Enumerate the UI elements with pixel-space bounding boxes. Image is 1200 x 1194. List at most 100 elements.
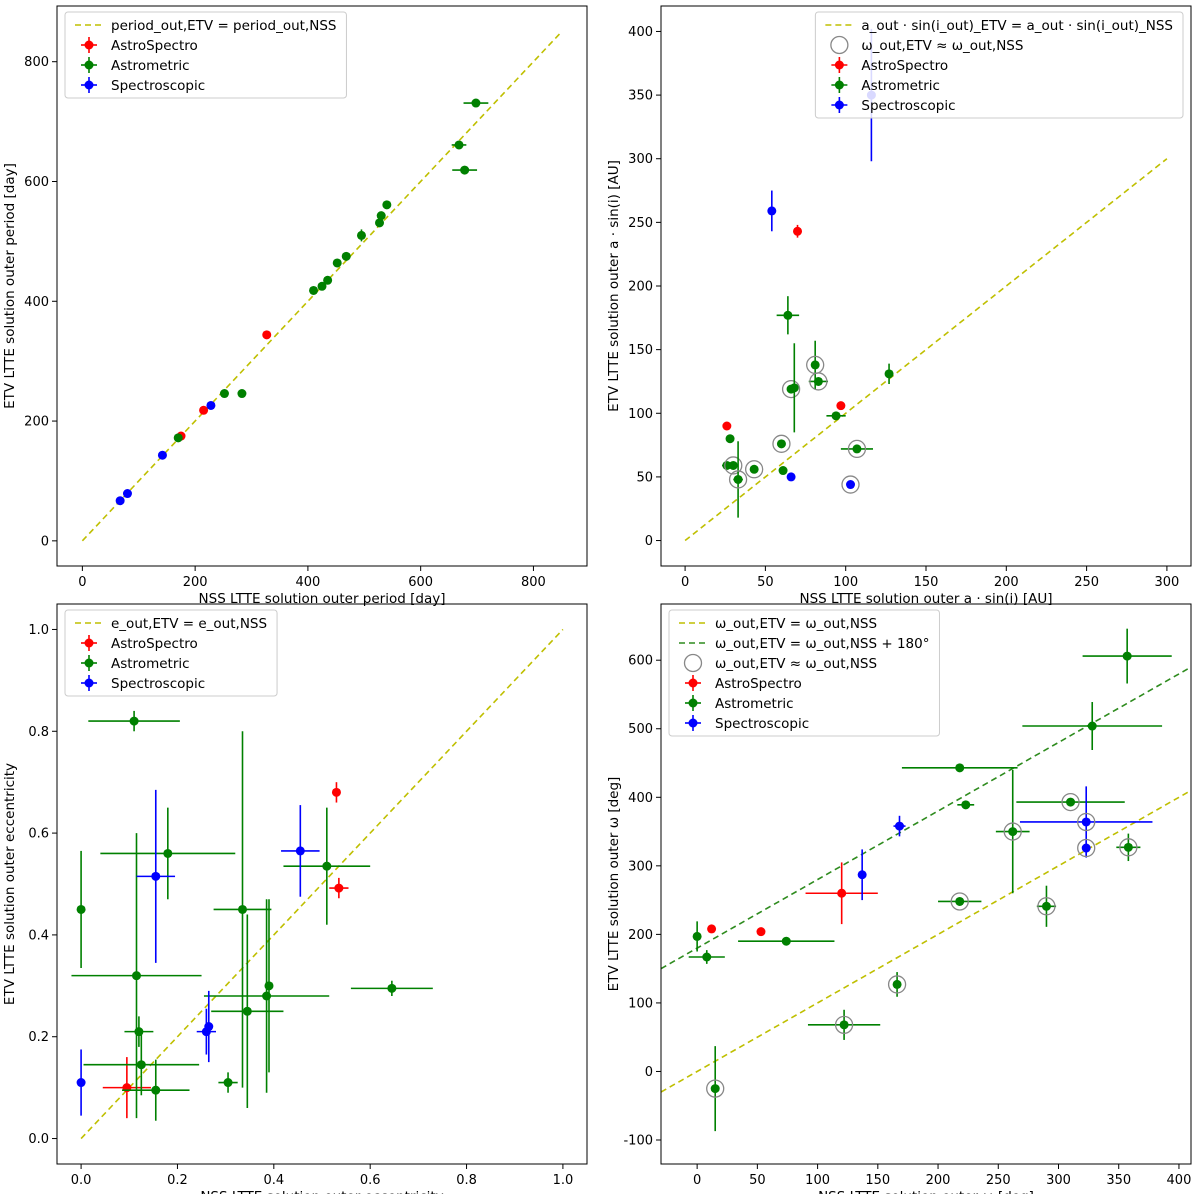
data-point [323,275,333,285]
data-point [454,140,464,150]
legend: ω_out,ETV = ω_out,NSS ω_out,ETV = ω_out,N… [668,609,940,737]
data-point [134,1027,144,1037]
axes-frame [660,5,1192,567]
data-point [955,896,965,906]
data-point [295,846,305,856]
legend-label: Astrometric [111,58,190,74]
data-point [157,450,167,460]
data-point [387,983,397,993]
legend-frame [814,11,1184,119]
y-tick-label: 250 [628,216,653,231]
data-point [767,206,777,216]
data-point [1087,721,1097,731]
data-point [151,1085,161,1095]
data-point [813,376,823,386]
legend-point-swatch [834,60,844,70]
x-axis-label: NSS LTTE solution outer ω [deg] [818,1189,1034,1194]
legend-frame [668,609,940,737]
legend-label: AstroSpectro [715,676,802,692]
data-point [1041,901,1051,911]
match-circle [745,460,764,479]
x-tick-label: 350 [1106,1173,1131,1188]
x-tick-label: 100 [833,575,858,590]
y-tick-label: 200 [24,415,49,430]
y-tick-label: 400 [628,791,653,806]
match-circle [1119,838,1138,857]
x-axis-label: NSS LTTE solution outer eccentricity [200,1189,443,1194]
data-point [309,285,319,295]
legend-label: Spectroscopic [861,98,955,114]
x-tick-label: 300 [1154,575,1179,590]
legend-label: ω_out,ETV = ω_out,NSS [715,616,877,632]
data-point [961,800,971,810]
data-point [831,411,841,421]
data-point [132,971,141,981]
data-point [892,979,902,989]
x-tick-label: 0.0 [71,1173,92,1188]
panel-asini: 0 50 100 150 200 250 300 0 50 100 150 200 250 300 350 4… [606,5,1192,607]
plot-area [71,628,564,1140]
legend-point-swatch [834,80,844,90]
y-tick-label: 0 [645,534,653,549]
data-point [728,460,738,470]
data-point [237,389,247,399]
panel-omega: 0 50 100 150 200 250 300 350 400 -100 0 100 200 300 40… [606,603,1192,1194]
data-point [356,230,366,240]
axes-frame [660,603,1192,1165]
y-tick-label: 300 [628,859,653,874]
x-tick-label: 0.8 [456,1173,477,1188]
data-point [783,310,793,320]
match-circle [1077,812,1096,832]
match-circle [834,1015,854,1035]
y-tick-label: 400 [628,25,653,40]
data-point [223,1078,233,1088]
y-tick-label: 200 [628,280,653,295]
legend-point-swatch [84,658,94,668]
data-point [151,871,161,881]
data-point [955,763,965,773]
legend-label: AstroSpectro [111,38,198,54]
data-point [789,383,799,393]
data-point [852,444,862,454]
x-axis-label: NSS LTTE solution outer a · sin(i) [AU] [800,591,1053,607]
data-point [238,904,247,914]
x-tick-label: 0 [693,1173,701,1188]
data-point [460,165,470,175]
axes-frame [56,5,588,567]
match-circle [772,434,791,453]
data-point [895,821,904,831]
data-point [1122,651,1132,661]
x-tick-label: 50 [757,575,774,590]
data-point [837,888,847,898]
x-tick-label: 50 [749,1173,766,1188]
data-point [242,1006,252,1016]
match-circle [728,470,748,489]
data-point [262,330,272,340]
y-tick-label: 800 [24,55,49,70]
y-axis-label: ETV LTTE solution outer eccentricity [2,763,18,1005]
reference-line [684,158,1168,542]
data-point [173,433,183,443]
legend-label: ω_out,ETV ≈ ω_out,NSS [715,656,877,672]
y-tick-label: 0.4 [28,928,49,943]
data-point [836,401,846,411]
y-tick-label: -100 [623,1134,653,1149]
y-tick-label: 200 [628,928,653,943]
match-circle [809,372,828,391]
data-point [839,1020,849,1030]
data-point [375,218,385,228]
data-point [219,389,229,399]
data-point [1123,842,1133,852]
legend: period_out,ETV = period_out,NSS AstroSpec… [64,11,347,99]
match-circle [706,1079,725,1098]
data-point [206,400,216,410]
legend-point-swatch [84,678,94,688]
legend-point-swatch [84,638,94,648]
y-tick-label: 100 [628,407,653,422]
y-tick-label: 400 [24,295,49,310]
data-point [382,200,392,210]
x-tick-label: 800 [521,575,546,590]
data-point [749,464,759,474]
data-point [781,936,791,946]
